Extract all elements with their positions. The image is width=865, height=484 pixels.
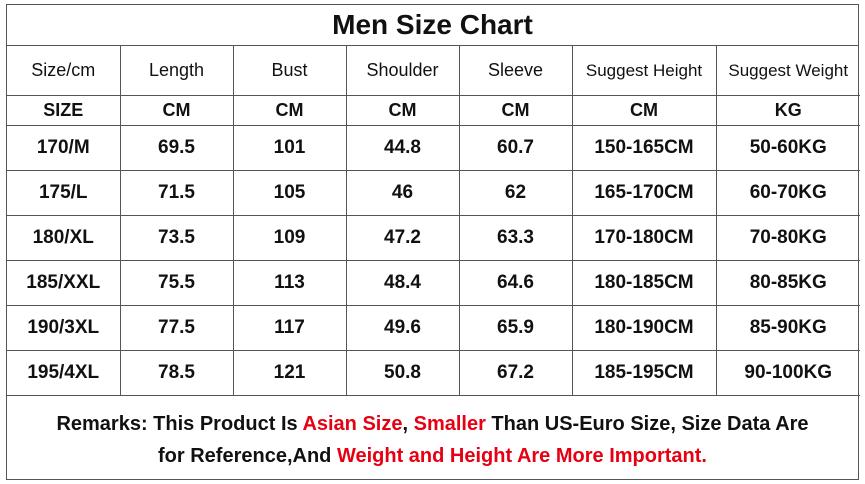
table-row: 190/3XL 77.5 117 49.6 65.9 180-190CM 85-90KG bbox=[7, 305, 860, 351]
unit-row: SIZE CM CM CM CM CM KG bbox=[7, 95, 860, 126]
remarks-segment: Weight and Height Are More Important. bbox=[336, 444, 707, 467]
table-cell: 180-185CM bbox=[572, 260, 717, 306]
table-cell: 165-170CM bbox=[572, 170, 717, 216]
table-row: 180/XL 73.5 109 47.2 63.3 170-180CM 70-80KG bbox=[7, 215, 860, 261]
table-cell: 113 bbox=[233, 260, 347, 306]
table-cell: 60.7 bbox=[459, 125, 573, 171]
table-cell: 117 bbox=[233, 305, 347, 351]
table-cell: 85-90KG bbox=[716, 305, 860, 351]
remarks-segment: Than US-Euro Size, Size Data Are bbox=[485, 412, 809, 435]
header-sleeve: Sleeve bbox=[459, 46, 573, 96]
remarks-segment: Asian Size bbox=[302, 412, 403, 435]
table-cell: 185-195CM bbox=[572, 350, 717, 396]
remarks-line-2: for Reference,And Weight and Height Are … bbox=[158, 440, 707, 472]
table-cell: 150-165CM bbox=[572, 125, 717, 171]
remarks-segment: Smaller bbox=[413, 412, 486, 435]
table-cell: 50-60KG bbox=[716, 125, 860, 171]
header-size: Size/cm bbox=[7, 46, 121, 96]
table-cell: 47.2 bbox=[346, 215, 460, 261]
table-cell: 101 bbox=[233, 125, 347, 171]
header-suggest-weight: Suggest Weight bbox=[716, 46, 860, 96]
table-cell: 175/L bbox=[7, 170, 121, 216]
table-cell: 109 bbox=[233, 215, 347, 261]
table-cell: 190/3XL bbox=[7, 305, 121, 351]
table-cell: 180-190CM bbox=[572, 305, 717, 351]
header-length: Length bbox=[120, 46, 234, 96]
table-cell: 70-80KG bbox=[716, 215, 860, 261]
table-cell: 50.8 bbox=[346, 350, 460, 396]
table-cell: 77.5 bbox=[120, 305, 234, 351]
table-cell: 44.8 bbox=[346, 125, 460, 171]
table-cell: 90-100KG bbox=[716, 350, 860, 396]
table-cell: 185/XXL bbox=[7, 260, 121, 306]
header-bust: Bust bbox=[233, 46, 347, 96]
chart-title: Men Size Chart bbox=[7, 5, 858, 46]
table-cell: 73.5 bbox=[120, 215, 234, 261]
table-cell: 75.5 bbox=[120, 260, 234, 306]
unit-cell: CM bbox=[120, 95, 234, 126]
table-cell: 48.4 bbox=[346, 260, 460, 306]
table-cell: 78.5 bbox=[120, 350, 234, 396]
unit-cell: CM bbox=[459, 95, 573, 126]
table-cell: 80-85KG bbox=[716, 260, 860, 306]
table-cell: 121 bbox=[233, 350, 347, 396]
remarks-segment: Remarks: This Product Is bbox=[56, 412, 303, 435]
table-cell: 71.5 bbox=[120, 170, 234, 216]
table-row: 195/4XL 78.5 121 50.8 67.2 185-195CM 90-100KG bbox=[7, 350, 860, 396]
table-cell: 67.2 bbox=[459, 350, 573, 396]
header-suggest-height: Suggest Height bbox=[572, 46, 717, 96]
unit-cell: CM bbox=[233, 95, 347, 126]
table-cell: 170/M bbox=[7, 125, 121, 171]
remarks: Remarks: This Product Is Asian Size, Sma… bbox=[7, 396, 858, 483]
header-row: Size/cm Length Bust Shoulder Sleeve Sugg… bbox=[7, 46, 860, 96]
remarks-segment: for Reference,And bbox=[158, 444, 337, 467]
table-cell: 49.6 bbox=[346, 305, 460, 351]
table-row: 170/M 69.5 101 44.8 60.7 150-165CM 50-60KG bbox=[7, 125, 860, 171]
table-cell: 46 bbox=[346, 170, 460, 216]
unit-cell: KG bbox=[716, 95, 860, 126]
remarks-segment: , bbox=[402, 412, 414, 435]
unit-cell: CM bbox=[572, 95, 717, 126]
size-chart: Men Size Chart Size/cm Length Bust Shoul… bbox=[6, 4, 860, 483]
table-cell: 63.3 bbox=[459, 215, 573, 261]
table-cell: 64.6 bbox=[459, 260, 573, 306]
unit-cell: CM bbox=[346, 95, 460, 126]
table-cell: 170-180CM bbox=[572, 215, 717, 261]
remarks-line-1: Remarks: This Product Is Asian Size, Sma… bbox=[56, 408, 808, 440]
table-cell: 60-70KG bbox=[716, 170, 860, 216]
header-shoulder: Shoulder bbox=[346, 46, 460, 96]
table-row: 185/XXL 75.5 113 48.4 64.6 180-185CM 80-85KG bbox=[7, 260, 860, 306]
table-cell: 69.5 bbox=[120, 125, 234, 171]
table-cell: 195/4XL bbox=[7, 350, 121, 396]
table-cell: 65.9 bbox=[459, 305, 573, 351]
table-row: 175/L 71.5 105 46 62 165-170CM 60-70KG bbox=[7, 170, 860, 216]
size-table: Size/cm Length Bust Shoulder Sleeve Sugg… bbox=[7, 46, 860, 396]
table-cell: 105 bbox=[233, 170, 347, 216]
table-cell: 62 bbox=[459, 170, 573, 216]
unit-cell: SIZE bbox=[7, 95, 121, 126]
table-cell: 180/XL bbox=[7, 215, 121, 261]
